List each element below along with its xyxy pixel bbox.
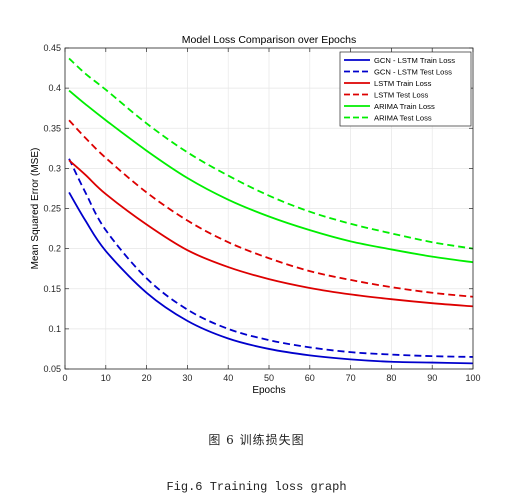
x-tick-label: 50: [264, 373, 274, 383]
y-tick-label: 0.1: [48, 324, 61, 334]
x-tick-label: 80: [386, 373, 396, 383]
axis-ticks: 0 10 20 30 40 50 60 70 80 90 100 0.05 0.1 0.15 0.2 0.25…: [43, 43, 480, 383]
y-axis-label: Mean Squared Error (MSE): [30, 148, 41, 270]
x-tick-label: 70: [346, 373, 356, 383]
x-tick-label: 100: [465, 373, 480, 383]
y-tick-label: 0.45: [43, 43, 61, 53]
x-tick-label: 90: [427, 373, 437, 383]
figure-caption-chinese: 图 6 训练损失图: [208, 433, 305, 447]
series-line-4: [68, 89, 474, 264]
legend-label: LSTM Test Loss: [374, 91, 429, 100]
loss-chart: Model Loss Comparison over Epochs 0 10 20 3…: [30, 34, 481, 396]
series-line-3: [68, 119, 474, 298]
y-tick-label: 0.25: [43, 204, 61, 214]
x-tick-label: 40: [223, 373, 233, 383]
legend-label: GCN - LSTM Train Loss: [374, 56, 455, 65]
legend-label: ARIMA Test Loss: [374, 114, 432, 123]
x-axis-label: Epochs: [252, 385, 285, 396]
series-line-5: [68, 57, 474, 250]
legend-box: [339, 51, 472, 127]
figure-caption-english: Fig.6 Training loss graph: [166, 480, 347, 494]
y-tick-label: 0.4: [48, 83, 61, 93]
series-line-0: [68, 191, 474, 365]
series-layer: [68, 57, 474, 365]
y-tick-label: 0.35: [43, 123, 61, 133]
x-tick-label: 10: [101, 373, 111, 383]
y-tick-label: 0.15: [43, 284, 61, 294]
series-line-2: [68, 159, 474, 308]
y-tick-label: 0.3: [48, 163, 61, 173]
y-tick-label: 0.05: [43, 364, 61, 374]
chart-legend: GCN - LSTM Train Loss GCN - LSTM Test Los…: [339, 51, 472, 127]
chart-title: Model Loss Comparison over Epochs: [182, 34, 357, 46]
x-tick-label: 60: [305, 373, 315, 383]
x-tick-label: 30: [182, 373, 192, 383]
series-line-1: [68, 158, 474, 358]
legend-label: GCN - LSTM Test Loss: [374, 68, 452, 77]
legend-label: LSTM Train Loss: [374, 79, 432, 88]
x-tick-label: 20: [142, 373, 152, 383]
legend-label: ARIMA Train Loss: [374, 102, 435, 111]
x-tick-label: 0: [62, 373, 67, 383]
y-tick-label: 0.2: [48, 244, 61, 254]
